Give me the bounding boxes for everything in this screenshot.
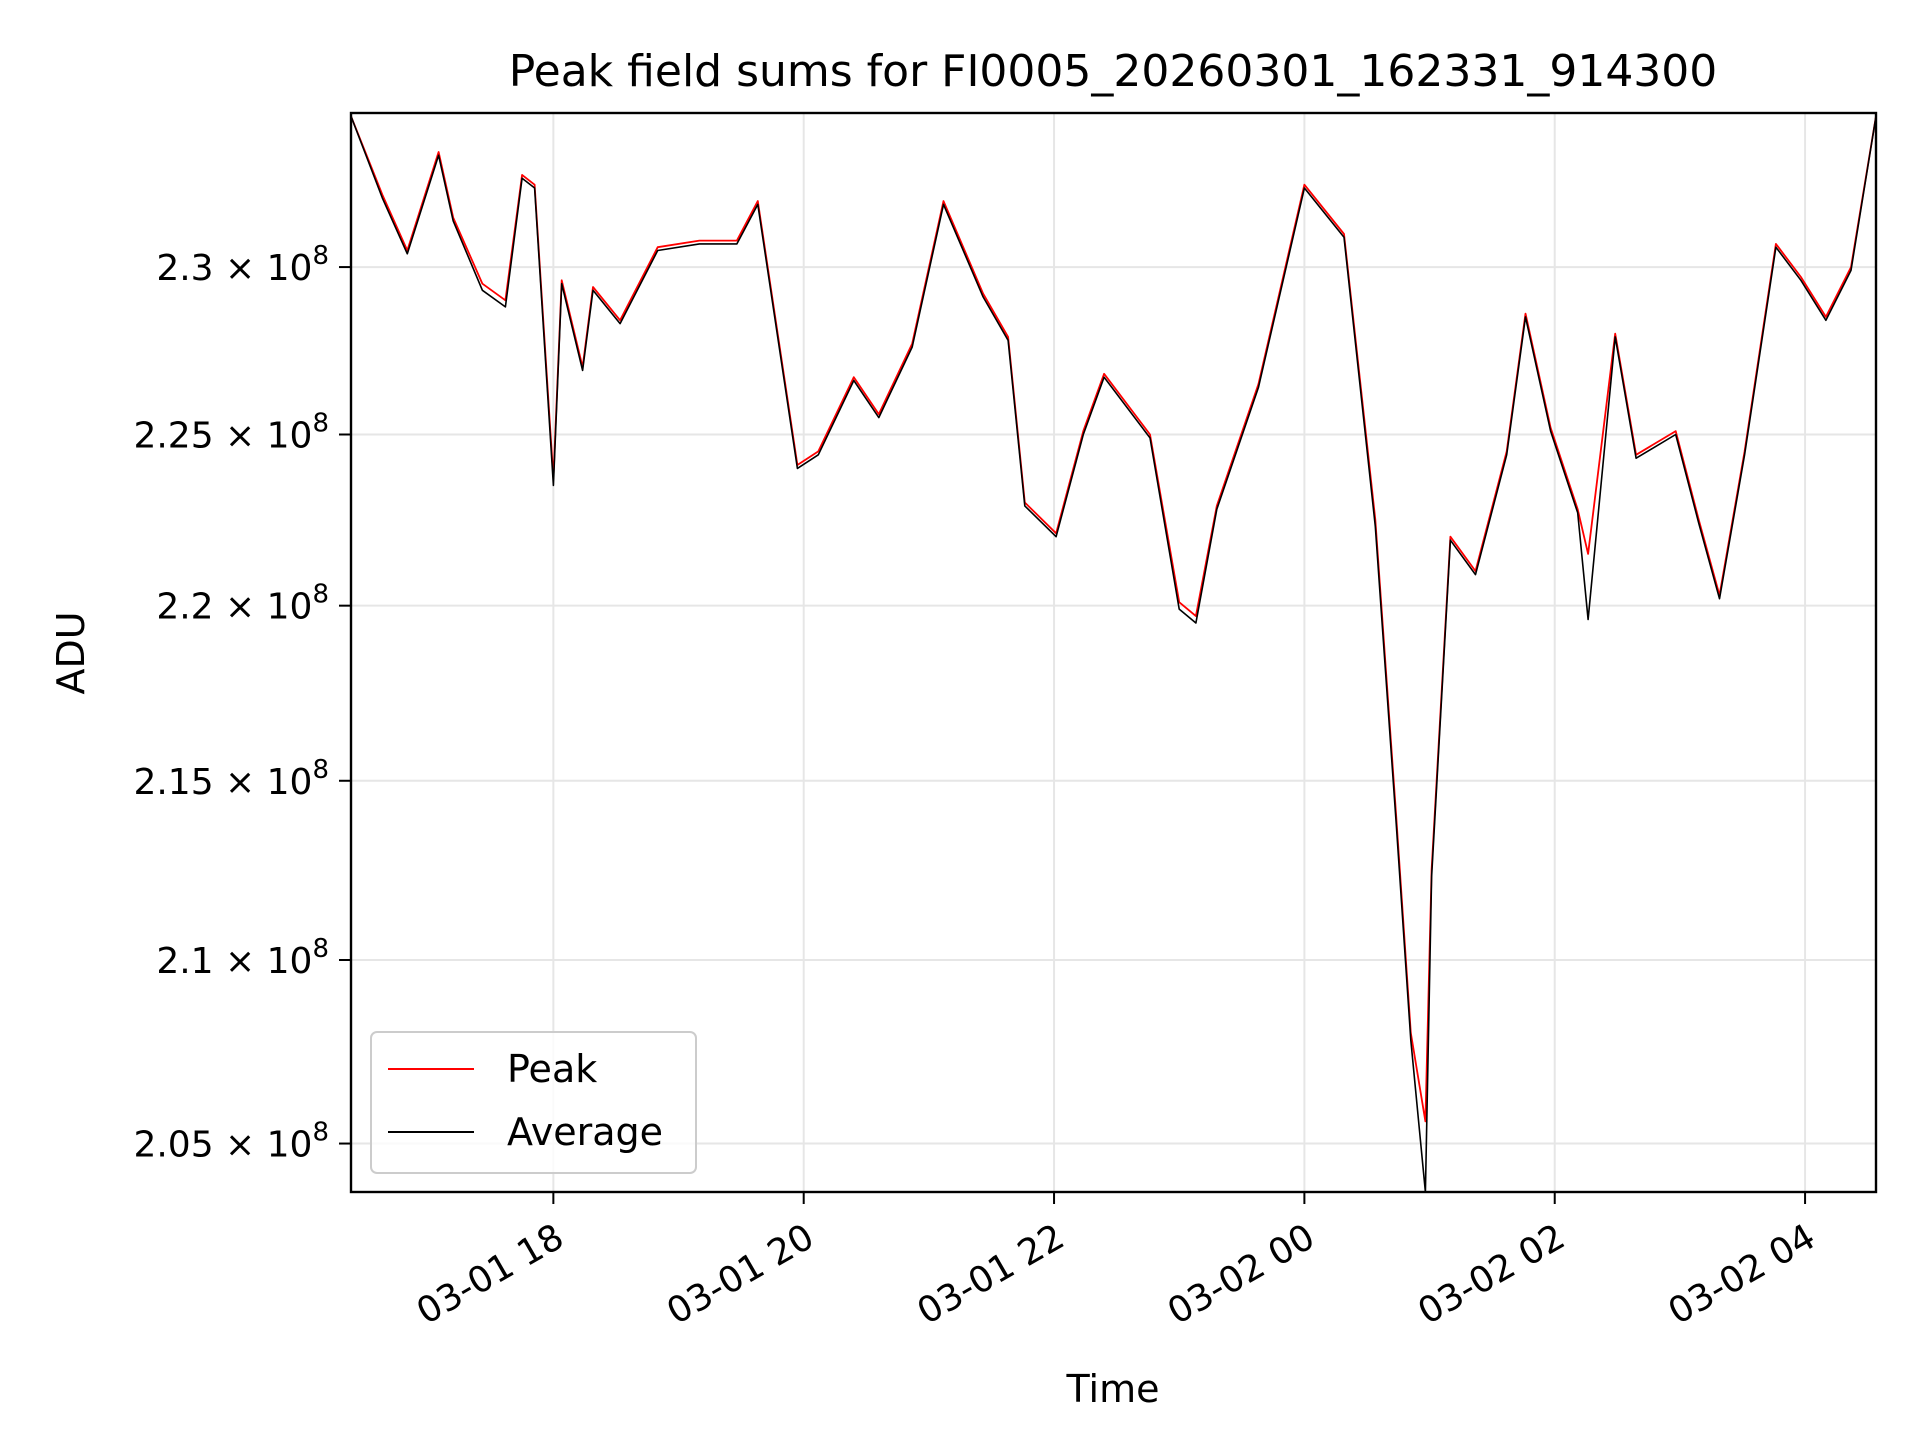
y-axis-ticks: 2.05 × 108 2.1 × 108 2.15 × 108 2.2 × 108 2.…	[133, 241, 351, 1166]
legend-label-peak: Peak	[507, 1047, 597, 1091]
chart-title: Peak field sums for FI0005_20260301_1623…	[509, 46, 1718, 97]
y-tick-label-2: 2.15 × 108	[133, 755, 329, 803]
y-axis-label: ADU	[49, 611, 93, 694]
legend-label-average: Average	[507, 1110, 663, 1154]
plot-frame	[349, 111, 1878, 1194]
series-line-average	[350, 115, 1877, 1193]
legend: Peak Average	[370, 1031, 697, 1174]
y-tick-label-0: 2.05 × 108	[133, 1118, 329, 1166]
x-axis-label: Time	[1066, 1367, 1160, 1411]
series-layer	[350, 115, 1877, 1193]
y-tick-label-3: 2.2 × 108	[156, 580, 329, 628]
y-tick-label-1: 2.1 × 108	[156, 934, 329, 982]
y-tick-label-5: 2.3 × 108	[156, 241, 329, 289]
legend-box	[370, 1031, 697, 1174]
y-tick-label-4: 2.25 × 108	[133, 408, 329, 456]
